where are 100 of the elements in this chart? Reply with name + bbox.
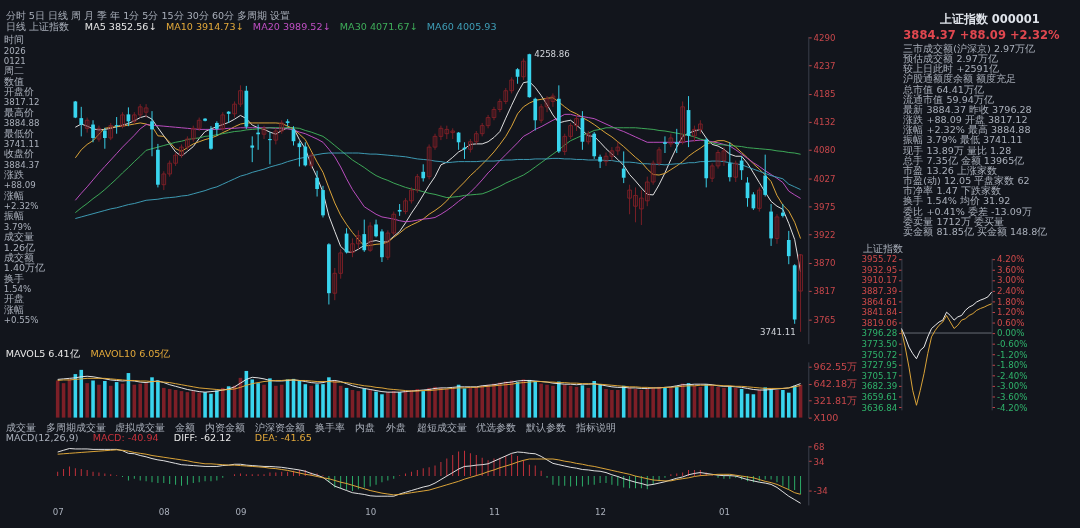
y-tick-label: 3975 — [813, 201, 836, 212]
y-tick-label: 3955.72 — [861, 254, 898, 265]
y-tick-label: -34 — [813, 486, 828, 497]
y2-tick-label: 2.40% — [996, 285, 1025, 296]
y-tick-label: 3659.61 — [861, 391, 898, 402]
y-tick-label: 962.55万 — [813, 360, 858, 372]
text: 金额 — [174, 422, 195, 434]
y2-tick-label: 3.60% — [996, 264, 1025, 275]
y2-tick-label: -1.20% — [996, 349, 1028, 360]
text: 虚拟成交量 — [115, 422, 166, 434]
text: 分时 5日 日线 周 月 季 年 1分 5分 15分 30分 60分 多周期 设置 — [5, 10, 291, 22]
y-tick-label: 3910.17 — [861, 275, 898, 286]
text: 最低价 — [3, 127, 34, 139]
text: 卖金额 81.85亿 买金额 148.8亿 — [903, 226, 1048, 238]
y-tick-label: 3705.17 — [861, 370, 898, 381]
text: 3817.12 — [3, 97, 40, 108]
text: +0.55% — [3, 315, 39, 326]
text: 涨跌 — [3, 168, 24, 180]
text: 振幅 3.79% 最低 3741.11 — [903, 134, 1023, 146]
y-tick-label: 3870 — [813, 258, 836, 269]
x-tick-label: 01 — [718, 507, 730, 518]
y2-tick-label: -3.00% — [996, 381, 1028, 392]
text: 多周期成交量 — [46, 422, 107, 434]
text: 上证指数 000001 — [938, 12, 1040, 27]
text: 市净率 1.47 下跌家数 — [903, 185, 1001, 197]
text: 3884.37 — [3, 159, 40, 170]
y2-tick-label: -3.60% — [996, 391, 1028, 402]
y-tick-label: 4027 — [813, 173, 836, 184]
y-tick-label: 3765 — [813, 314, 836, 325]
y2-tick-label: 3.00% — [996, 275, 1025, 286]
text: 数值 — [3, 75, 24, 87]
y-tick-label: 321.81万 — [813, 394, 858, 406]
y2-tick-label: -2.40% — [996, 370, 1028, 381]
text: 现手 13.89万 量比 1.28 — [903, 144, 1012, 156]
text: 涨幅 +2.32% 最高 3884.88 — [903, 124, 1031, 136]
y-tick-label: 34 — [813, 456, 825, 467]
chart-title: 上证指数 — [863, 242, 904, 254]
text: 3.79% — [3, 221, 32, 232]
y-tick-label: 4290 — [813, 32, 836, 43]
text: 开盘 — [3, 293, 24, 305]
y-tick-label: 4237 — [813, 60, 836, 71]
y-tick-label: 3727.95 — [861, 360, 898, 371]
text: 时间 — [3, 34, 24, 46]
text: 超短成交量 — [416, 422, 467, 434]
text: 成交量 — [3, 231, 34, 243]
text: 3884.88 — [3, 118, 40, 129]
text: 流通市值 59.94万亿 — [903, 93, 994, 105]
chart-title: 日线 上证指数 — [5, 20, 69, 32]
text: MA5 3852.56↓ — [84, 20, 157, 32]
y2-tick-label: 4.20% — [996, 254, 1025, 265]
text: 优选参数 — [476, 422, 517, 434]
text: +88.09 — [3, 180, 36, 191]
y2-tick-label: 0.00% — [996, 328, 1025, 339]
y-tick-label: 3636.84 — [861, 402, 898, 413]
x-tick-label: 09 — [235, 507, 247, 518]
y-tick-label: 3817 — [813, 286, 836, 297]
x-tick-label: 12 — [595, 507, 607, 518]
text: 涨幅 — [3, 303, 24, 315]
x-tick-label: 08 — [158, 507, 170, 518]
text: 换手率 — [314, 422, 345, 434]
y2-tick-label: 1.80% — [996, 296, 1025, 307]
text: 沪深资金额 — [255, 422, 306, 434]
text: 委比 +0.41% 委差 -13.09万 — [903, 205, 1032, 217]
y2-tick-label: -1.80% — [996, 360, 1028, 371]
text: 收盘价 — [3, 148, 34, 160]
text: 1.26亿 — [3, 241, 36, 253]
y-tick-label: 68 — [813, 441, 825, 452]
text: 涨跌 +88.09 开盘 3817.12 — [903, 114, 1028, 126]
annotation: 3741.11 — [760, 326, 796, 337]
y-tick-label: 4132 — [813, 117, 836, 128]
y-tick-label: 3750.72 — [861, 349, 898, 360]
text: 开盘价 — [3, 86, 34, 98]
y-tick-label: 4080 — [813, 145, 836, 156]
text: 预估成交额 2.97万亿 — [903, 53, 998, 65]
y2-tick-label: -0.60% — [996, 338, 1028, 349]
y2-tick-label: -4.20% — [996, 402, 1028, 413]
text: 换手 1.54% 均价 31.92 — [903, 195, 1011, 207]
y-tick-label: 3922 — [813, 230, 836, 241]
text: 总市值 64.41万亿 — [902, 83, 984, 95]
y-tick-label: 4185 — [813, 89, 836, 100]
annotation: 4258.86 — [534, 48, 570, 59]
x-tick-label: 07 — [52, 507, 64, 518]
text: 0121 — [3, 55, 26, 66]
text: MA10 3914.73↓ — [165, 20, 244, 32]
y-tick-label: 3819.06 — [861, 317, 898, 328]
text: 最新 3884.37 昨收 3796.28 — [903, 103, 1032, 115]
text: 3741.11 — [3, 138, 40, 149]
y-tick-label: 3887.39 — [861, 285, 898, 296]
x-tick-label: 11 — [488, 507, 500, 518]
text: MA30 4071.67↓ — [339, 20, 418, 32]
y2-tick-label: 0.60% — [996, 317, 1025, 328]
y2-tick-label: 1.20% — [996, 307, 1025, 318]
series-label: DIFF: -62.12 — [173, 431, 232, 443]
text: 成交量 — [5, 422, 36, 434]
text: MA60 4005.93 — [426, 20, 497, 32]
text: 1.40万亿 — [3, 262, 46, 274]
text: 总手 7.35亿 金额 13965亿 — [902, 154, 1025, 166]
y-tick-label: 3932.95 — [861, 264, 898, 275]
y-tick-label: 642.18万 — [813, 377, 858, 389]
y-tick-label: 3682.39 — [861, 381, 898, 392]
